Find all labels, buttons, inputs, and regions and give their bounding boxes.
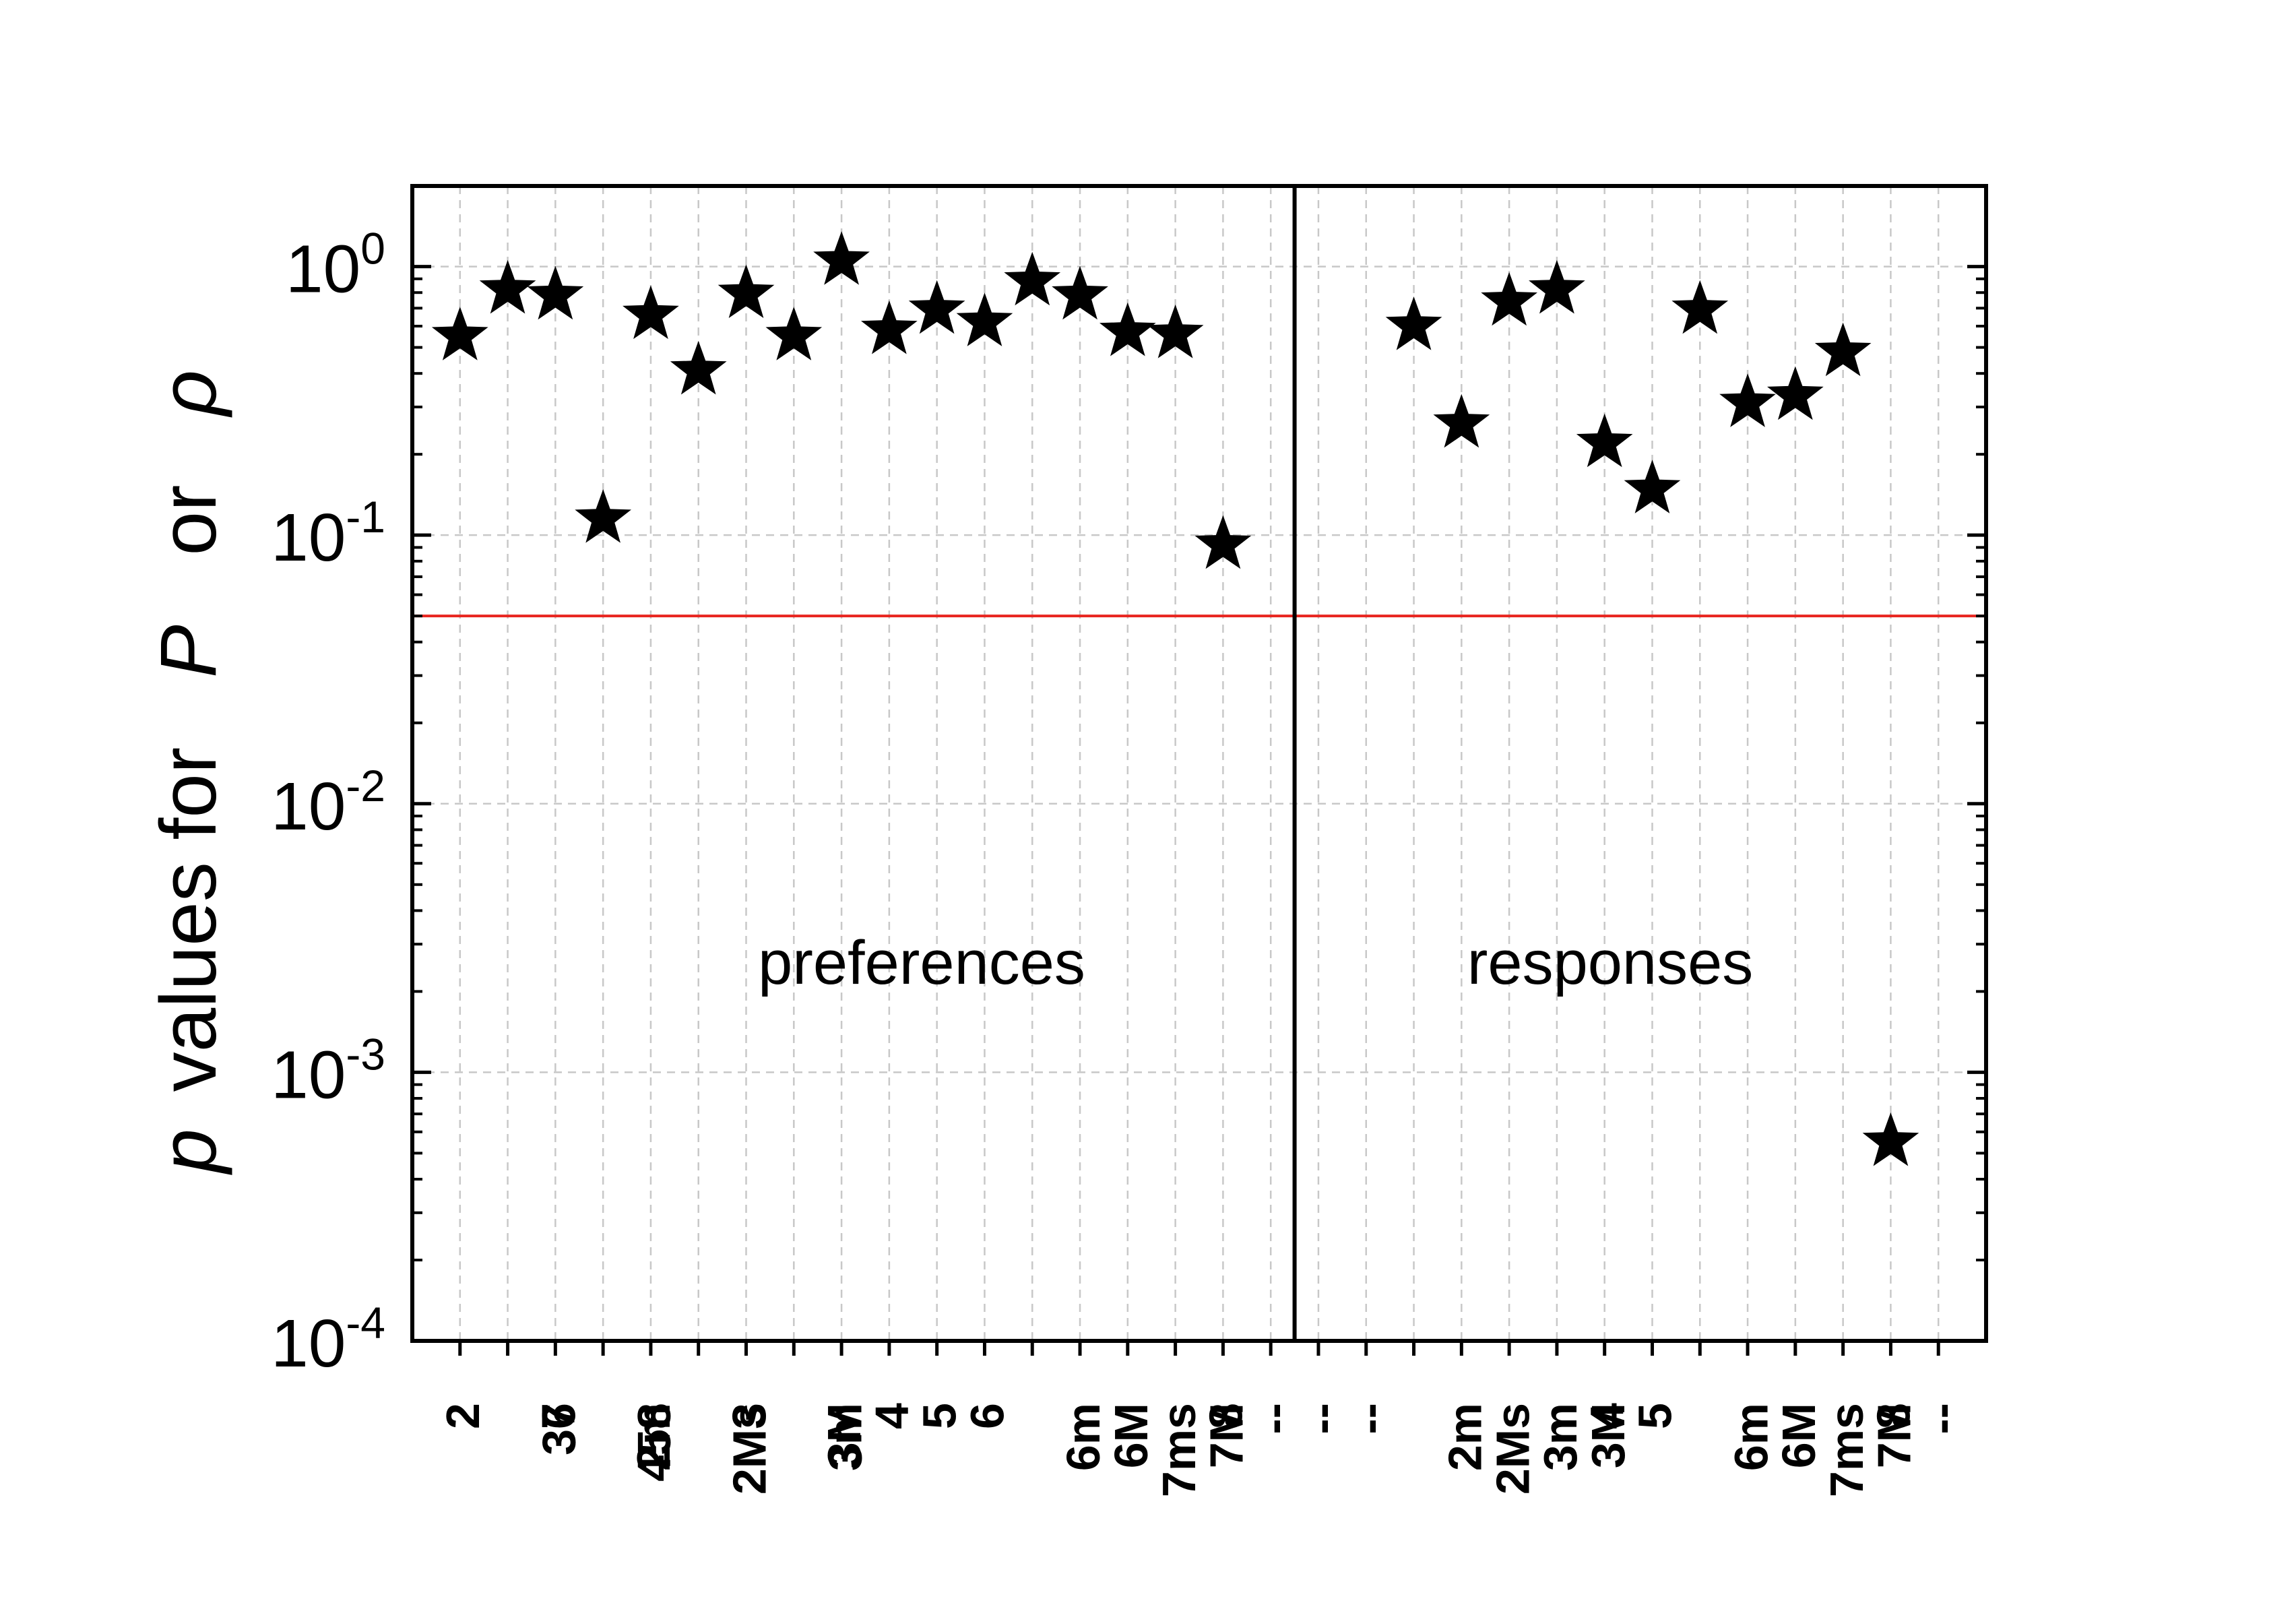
- data-point-star: [1719, 373, 1776, 427]
- x-tick-label: 2Ms: [1486, 1403, 1539, 1495]
- plot-frame: [410, 184, 1988, 1343]
- x-tick-label: --: [1295, 1403, 1347, 1435]
- data-point-star: [431, 307, 488, 360]
- x-tick-label: 6M: [1105, 1403, 1157, 1468]
- data-point-star: [1862, 1112, 1919, 1166]
- x-tick-label: 2m: [1439, 1403, 1492, 1471]
- x-tick-label: --: [1915, 1403, 1967, 1435]
- data-point-star: [1147, 305, 1204, 358]
- data-point-star: [765, 307, 823, 360]
- y-tick-label: 10-4: [271, 1298, 385, 1381]
- x-tick-label: 7M: [1868, 1403, 1921, 1468]
- data-point-star: [1194, 515, 1252, 569]
- x-tick-label: 4: [1581, 1403, 1634, 1429]
- x-tick-label: 7: [532, 1403, 584, 1429]
- data-point-star: [1052, 265, 1108, 320]
- x-tick-label: 7ms: [1820, 1403, 1873, 1497]
- x-tick-label: 7M: [1201, 1403, 1253, 1468]
- x-tick-label: 458: [628, 1403, 680, 1482]
- data-point-star: [1099, 302, 1156, 356]
- panel-labels: preferences responses: [758, 929, 1753, 997]
- x-tick-label: 8: [1199, 1403, 1252, 1429]
- data-point-star: [908, 280, 965, 334]
- y-tick-labels: 10-4 10-3 10-2 10-1 100: [271, 224, 385, 1381]
- y-tick-label: 10-2: [271, 761, 385, 844]
- data-point-star: [1004, 251, 1061, 306]
- data-point-star: [575, 489, 631, 543]
- x-tick-label: 2m: [627, 1403, 680, 1471]
- data-point-star: [1671, 280, 1729, 334]
- grid-lines: [412, 186, 1986, 1341]
- data-point-star: [1814, 322, 1872, 377]
- y-axis-label-P: P: [144, 625, 233, 678]
- x-tick-label: 4: [866, 1403, 918, 1429]
- x-tick-label: 6: [961, 1403, 1013, 1429]
- x-tick-label: 3M: [818, 1403, 870, 1468]
- x-tick-label: 7ms: [1153, 1403, 1205, 1497]
- data-point-star: [527, 265, 584, 320]
- x-tick-label: 8: [1867, 1403, 1919, 1429]
- panel-label: responses: [1467, 929, 1753, 997]
- data-point-star: [1767, 366, 1824, 420]
- x-tick-label: 6m: [1725, 1403, 1777, 1471]
- data-point-star: [1433, 394, 1490, 448]
- axis-ticks: [412, 184, 1986, 1356]
- panel-label: preferences: [758, 929, 1085, 997]
- data-point-star: [1385, 296, 1442, 350]
- x-tick-label: 36: [533, 1403, 585, 1455]
- y-axis-label-or: or: [144, 485, 233, 556]
- x-tick-label: --: [1343, 1403, 1395, 1435]
- y-tick-label: 100: [286, 224, 385, 307]
- data-point-star: [861, 300, 918, 354]
- y-axis-label-rho: ρ: [144, 370, 233, 418]
- data-point-star: [813, 231, 870, 285]
- data-point-star: [1576, 413, 1633, 468]
- data-point-star: [1529, 259, 1585, 314]
- y-axis-label-values-for: values for: [144, 747, 233, 1092]
- data-points: [431, 231, 1919, 1166]
- x-tick-label: 2: [437, 1403, 489, 1429]
- data-point-star: [623, 285, 679, 340]
- data-point-star: [670, 340, 727, 395]
- data-point-star: [1481, 272, 1537, 326]
- x-tick-label: 3M: [1582, 1403, 1634, 1468]
- y-tick-label: 10-3: [271, 1029, 385, 1112]
- data-point-star: [718, 264, 775, 318]
- x-tick-label: 3m: [1534, 1403, 1587, 1471]
- data-point-star: [956, 292, 1013, 346]
- data-point-star: [1624, 460, 1681, 513]
- y-axis-label: p values for P or ρ: [144, 370, 233, 1175]
- y-tick-label: 10-1: [271, 492, 385, 575]
- x-tick-label: 3: [723, 1403, 775, 1429]
- x-tick-label: 6m: [1057, 1403, 1110, 1471]
- x-tick-label: 5: [914, 1403, 966, 1429]
- y-axis-label-p: p: [144, 1129, 233, 1175]
- x-tick-label: 3m: [819, 1403, 871, 1471]
- data-point-star: [479, 259, 536, 314]
- x-tick-label: 6M: [1773, 1403, 1825, 1468]
- x-tick-label: 5: [1628, 1403, 1681, 1429]
- x-tick-label: 2Ms: [724, 1403, 776, 1495]
- x-tick-label: --: [1247, 1403, 1300, 1435]
